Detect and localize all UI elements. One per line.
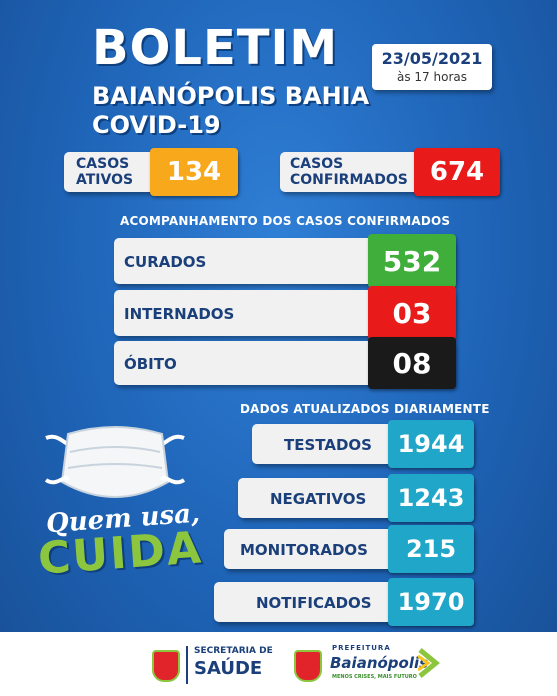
bulletin-date: 23/05/2021: [381, 49, 483, 68]
tested-label: TESTADOS: [284, 436, 372, 454]
date-box: 23/05/2021 às 17 horas: [372, 44, 492, 90]
slogan-line-2: CUIDA: [36, 522, 205, 585]
face-mask-icon: [44, 426, 186, 498]
hospitalized-row: INTERNADOS 03: [114, 286, 456, 340]
chevron-right-icon: [418, 648, 440, 678]
confirmed-cases-label-1: CASOS: [290, 156, 344, 172]
health-dept-line-2: SAÚDE: [194, 658, 263, 679]
active-cases-card: CASOS ATIVOS 134: [64, 148, 238, 196]
disease-subtitle: COVID-19: [92, 111, 221, 139]
city-subtitle: BAIANÓPOLIS BAHIA: [92, 82, 370, 110]
notified-label: NOTIFICADOS: [256, 594, 372, 612]
page-title: BOLETIM: [92, 20, 339, 76]
hospitalized-label: INTERNADOS: [124, 305, 235, 323]
monitored-label: MONITORADOS: [240, 541, 368, 559]
cured-value: 532: [368, 234, 456, 288]
health-dept-line-1: SECRETARIA DE: [194, 646, 273, 656]
notified-row: NOTIFICADOS 1970: [214, 578, 474, 626]
prefecture-name: Baianópolis: [330, 654, 429, 672]
bulletin-time: às 17 horas: [397, 70, 467, 84]
confirmed-cases-card: CASOS CONFIRMADOS 674: [280, 148, 500, 196]
active-cases-label-2: ATIVOS: [76, 172, 134, 188]
prefecture-label: PREFEITURA: [332, 644, 391, 652]
negative-value: 1243: [388, 474, 474, 522]
tested-value: 1944: [388, 420, 474, 468]
negative-row: NEGATIVOS 1243: [238, 474, 474, 522]
footer: SECRETARIA DE SAÚDE PREFEITURA Baianópol…: [0, 632, 557, 696]
cured-row: CURADOS 532: [114, 234, 456, 288]
active-cases-value: 134: [150, 148, 238, 196]
confirmed-cases-value: 674: [414, 148, 500, 196]
monitored-value: 215: [388, 525, 474, 573]
prefecture-crest-icon: [294, 650, 322, 682]
confirmed-cases-label-2: CONFIRMADOS: [290, 172, 408, 188]
deaths-row: ÓBITO 08: [114, 337, 456, 389]
prefecture-slogan: MENOS CRISES, MAIS FUTURO: [332, 674, 417, 680]
negative-label: NEGATIVOS: [270, 490, 367, 508]
city-crest-icon: [152, 650, 180, 682]
hospitalized-value: 03: [368, 286, 456, 340]
tested-row: TESTADOS 1944: [252, 420, 474, 468]
notified-value: 1970: [388, 578, 474, 626]
deaths-label: ÓBITO: [124, 355, 177, 373]
cured-label: CURADOS: [124, 253, 207, 271]
confirmed-section-heading: ACOMPANHAMENTO DOS CASOS CONFIRMADOS: [120, 214, 451, 228]
active-cases-label-1: CASOS: [76, 156, 130, 172]
daily-section-heading: DADOS ATUALIZADOS DIARIAMENTE: [240, 402, 490, 416]
footer-divider: [186, 646, 188, 684]
deaths-value: 08: [368, 337, 456, 389]
monitored-row: MONITORADOS 215: [224, 525, 474, 573]
